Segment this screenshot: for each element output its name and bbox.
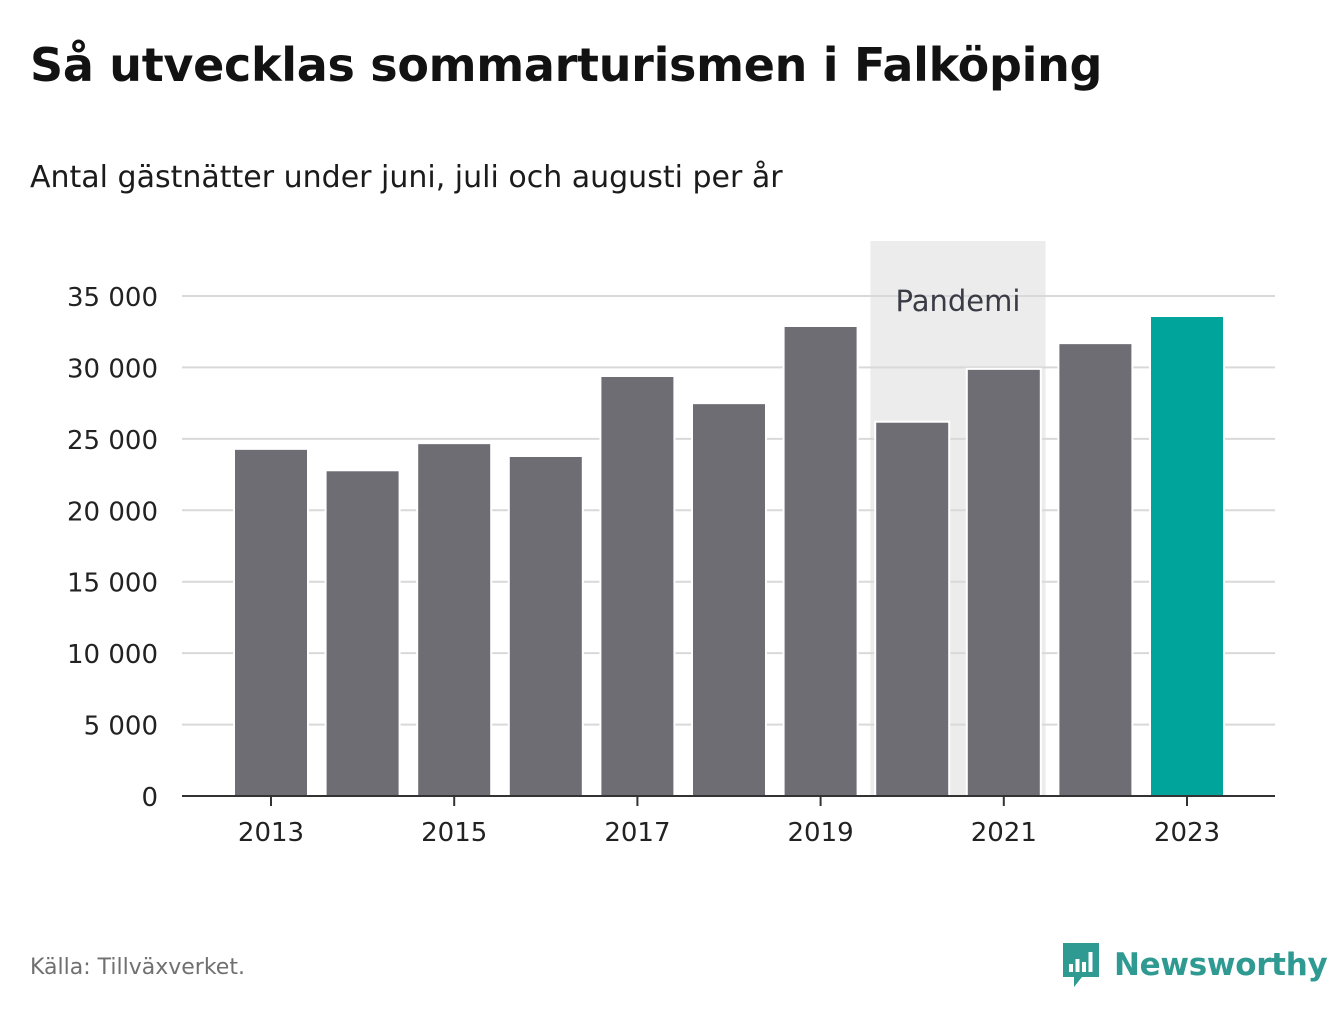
bar-2013 xyxy=(233,447,309,797)
x-tick-label: 2017 xyxy=(604,818,670,848)
bar-2019 xyxy=(782,325,859,797)
bar-2018 xyxy=(691,402,767,797)
y-tick-label: 30 000 xyxy=(67,354,158,384)
bar-2014 xyxy=(324,469,401,797)
bar-2023 xyxy=(1149,315,1225,797)
x-tick-label: 2013 xyxy=(238,818,304,848)
pandemic-label: Pandemi xyxy=(896,284,1021,318)
y-tick-label: 25 000 xyxy=(67,426,158,456)
newsworthy-logo: Newsworthy xyxy=(1060,940,1328,990)
y-tick-label: 0 xyxy=(141,783,158,813)
newsworthy-logo-icon xyxy=(1063,943,1099,987)
bar-2017 xyxy=(599,375,676,797)
bar-2016 xyxy=(507,455,584,797)
x-tick-label: 2023 xyxy=(1154,818,1220,848)
chart-title: Så utvecklas sommarturismen i Falköping xyxy=(30,38,1103,92)
y-tick-label: 15 000 xyxy=(67,569,158,599)
bar-2020 xyxy=(874,420,951,797)
brand-name: Newsworthy xyxy=(1114,947,1328,983)
source-note: Källa: Tillväxverket. xyxy=(30,955,245,980)
bar-2022 xyxy=(1057,342,1134,797)
chart-subtitle: Antal gästnätter under juni, juli och au… xyxy=(30,160,783,195)
y-tick-label: 20 000 xyxy=(67,497,158,527)
x-tick-label: 2015 xyxy=(421,818,487,848)
x-tick-label: 2019 xyxy=(788,818,854,848)
y-tick-label: 10 000 xyxy=(67,640,158,670)
bar-2015 xyxy=(416,442,493,797)
y-tick-label: 5 000 xyxy=(84,712,158,742)
y-tick-label: 35 000 xyxy=(67,283,158,313)
bar-2021 xyxy=(965,367,1042,797)
x-tick-label: 2021 xyxy=(971,818,1037,848)
